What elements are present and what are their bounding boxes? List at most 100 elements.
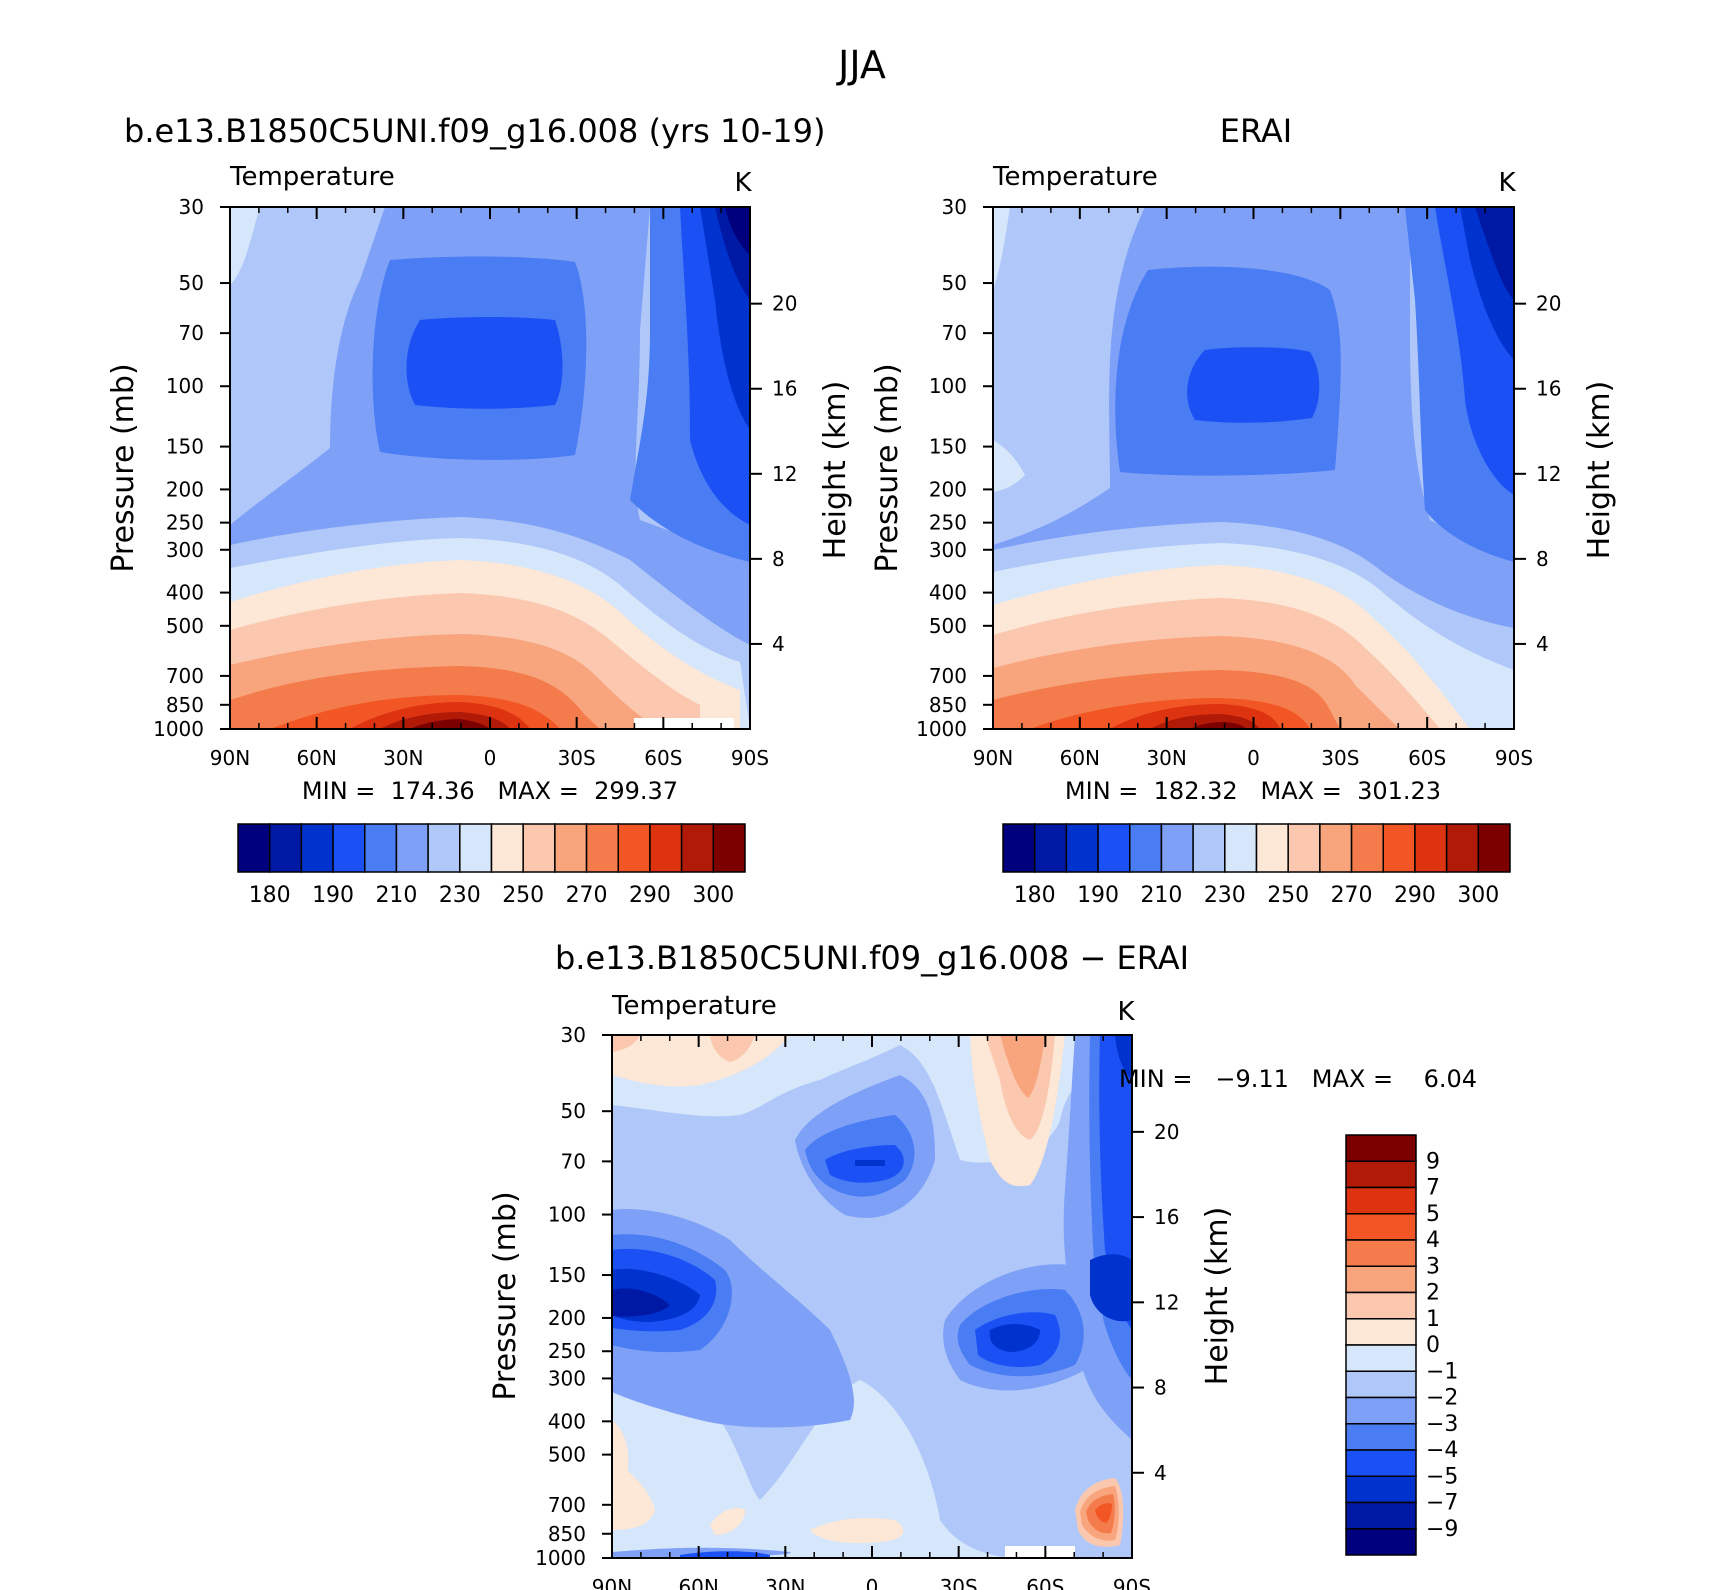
y-tick-label: 400 [548,1409,586,1433]
colorbar-swatch [1345,1213,1417,1241]
colorbar-swatch [1382,823,1416,873]
y-tick-label: 70 [179,321,204,345]
y-tick-label: 100 [548,1203,586,1227]
colorbar-label: 230 [1204,883,1246,908]
colorbar-swatch [1160,823,1194,873]
colorbar-label: −4 [1426,1438,1458,1463]
colorbar-label: 300 [1457,883,1499,908]
colorbar-label: 0 [1426,1333,1440,1358]
y2-tick-label: 12 [772,462,797,486]
panel-model-y2label: Height (km) [818,381,853,560]
contour-band [612,1420,629,1473]
y2-tick-label: 20 [1536,292,1561,316]
y-tick-label: 1000 [153,717,204,741]
colorbar-swatch [1345,1318,1417,1346]
y-tick-label: 250 [166,511,204,535]
colorbar-swatch [490,823,524,873]
missing-data-patch [634,718,734,729]
panel-diff: b.e13.B1850C5UNI.f09_g16.008 − ERAI Temp… [488,939,1477,1590]
colorbar-label: −7 [1426,1491,1458,1516]
panel-model-stats: MIN = 174.36 MAX = 299.37 [302,777,678,805]
colorbar-swatch [1345,1186,1417,1215]
y-tick-label: 700 [548,1493,586,1517]
y-tick-label: 700 [166,664,204,688]
x-tick-label: 60N [296,746,336,770]
colorbar-label: 300 [692,883,734,908]
colorbar-swatch [1345,1423,1417,1451]
colorbar-swatch [237,823,271,873]
colorbar-label: 230 [439,883,481,908]
y2-tick-label: 16 [1154,1205,1179,1229]
colorbar-swatch [649,823,683,873]
colorbar-label: 3 [1426,1254,1440,1279]
x-tick-label: 90N [210,746,250,770]
colorbar-swatch [1350,823,1384,873]
colorbar-swatch [395,823,429,873]
colorbar-label: 290 [629,883,671,908]
y2-tick-label: 4 [1154,1461,1167,1485]
x-tick-label: 30N [383,746,423,770]
x-tick-label: 30S [940,1575,978,1590]
colorbar-swatch [427,823,461,873]
colorbar-label: 190 [1077,883,1119,908]
colorbar-swatch [1414,823,1448,873]
colorbar-label: 250 [502,883,544,908]
panel-model-ylabel: Pressure (mb) [106,363,141,572]
contour-band [612,1460,655,1530]
colorbar-swatch [1345,1396,1417,1425]
contour-band [710,1508,745,1535]
x-tick-label: 90N [592,1575,632,1590]
x-tick-label: 60N [678,1575,718,1590]
y-tick-label: 70 [942,321,967,345]
colorbar-swatch [1345,1501,1417,1530]
y2-tick-label: 20 [772,292,797,316]
y-tick-label: 400 [929,581,967,605]
panel-erai-stats: MIN = 182.32 MAX = 301.23 [1065,777,1441,805]
colorbar-swatch [300,823,334,873]
contour-band [612,1288,670,1317]
colorbar-label: 2 [1426,1281,1440,1306]
colorbar-swatch [1129,823,1163,873]
x-tick-label: 60S [1408,746,1446,770]
colorbar-swatch [268,823,303,873]
x-tick-label: 30S [1321,746,1359,770]
contour-band [1190,722,1246,729]
colorbar-label: 7 [1426,1176,1440,1201]
panel-model-colorbar: 180 190 210 230 250 270 290 300 [237,823,746,908]
contour-band [725,207,750,255]
y-tick-label: 200 [166,477,204,501]
contour-band [410,719,490,729]
contour-band [1000,1035,1045,1098]
y-tick-label: 30 [942,195,967,219]
missing-data-patch [1005,1546,1075,1558]
y-tick-label: 1000 [916,717,967,741]
panel-erai-ylabel: Pressure (mb) [870,363,905,572]
y-tick-label: 850 [548,1522,586,1546]
colorbar-label: 1 [1426,1307,1440,1332]
colorbar-label: 190 [312,883,354,908]
colorbar-swatch [1224,823,1258,873]
panel-diff-stats: MIN = −9.11 MAX = 6.04 [1119,1065,1477,1093]
contour-band [1090,1254,1132,1322]
panel-model: b.e13.B1850C5UNI.f09_g16.008 (yrs 10-19)… [106,112,853,908]
x-tick-label: 60N [1060,746,1100,770]
colorbar-swatch [554,823,588,873]
x-tick-label: 60S [644,746,682,770]
y2-tick-label: 20 [1154,1120,1179,1144]
y2-tick-label: 8 [772,547,785,571]
colorbar-swatch [1345,1265,1417,1294]
panel-diff-contours [612,1035,1132,1558]
colorbar-swatch [1065,823,1099,873]
colorbar-swatch [617,823,651,873]
panel-diff-ylabel: Pressure (mb) [488,1191,523,1400]
colorbar-label: 4 [1426,1228,1440,1253]
y-tick-label: 100 [166,374,204,398]
x-tick-label: 30N [1146,746,1186,770]
colorbar-swatch [1345,1160,1417,1189]
colorbar-label: 290 [1394,883,1436,908]
y-tick-label: 700 [929,664,967,688]
y2-tick-label: 16 [1536,377,1561,401]
panel-model-contours [230,207,750,729]
contour-band [680,1551,770,1558]
